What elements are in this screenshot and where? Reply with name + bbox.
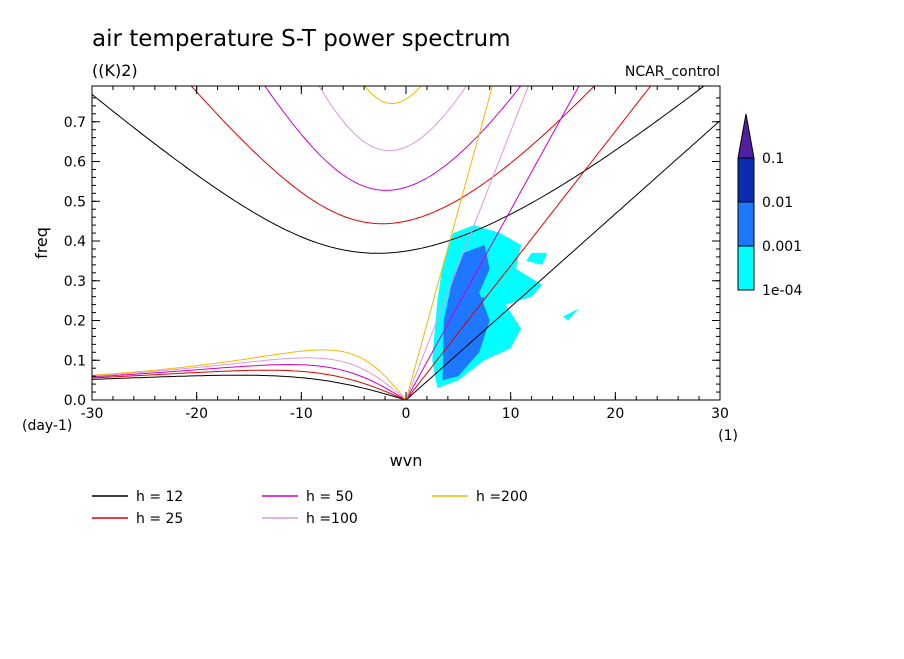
x-tick-label: -20 <box>185 406 208 422</box>
y-tick-label: 0.0 <box>64 393 86 409</box>
rossby-wave-h25 <box>92 369 407 400</box>
x-tick-label: -10 <box>290 406 313 422</box>
rossby-wave-h100 <box>92 357 407 400</box>
dispersion-curves <box>92 86 720 400</box>
y-unit-label: (day-1) <box>22 418 72 434</box>
x-axis-label: wvn <box>390 451 423 470</box>
kelvin-wave-h50 <box>405 86 580 400</box>
colorbar: 0.1 0.01 0.001 1e-04 <box>737 113 802 299</box>
inertia-gravity-h50 <box>264 86 522 191</box>
shaded-region-3 <box>442 245 490 381</box>
x-tick-label: -30 <box>81 406 104 422</box>
kelvin-wave-h25 <box>405 86 652 400</box>
legend: h = 12 h = 25 h = 50 h =100 h =200 <box>92 489 528 527</box>
x-unit-label: (1) <box>718 428 738 444</box>
y-tick-label: 0.4 <box>64 234 86 250</box>
axis-ticks: -30 -20 -10 0 10 20 30 0.0 0.1 0.2 0.3 0.4 0.5 0.6 0.7 <box>64 86 729 422</box>
y-tick-label: 0.5 <box>64 194 86 210</box>
x-tick-label: 30 <box>711 406 729 422</box>
colorbar-label: 1e-04 <box>762 283 802 299</box>
legend-label: h =200 <box>476 489 528 505</box>
power-shading <box>432 225 579 389</box>
chart-title: air temperature S-T power spectrum <box>92 26 511 52</box>
shaded-region-1 <box>563 308 579 321</box>
source-label: NCAR_control <box>625 64 720 80</box>
colorbar-label: 0.001 <box>762 239 802 255</box>
y-tick-label: 0.1 <box>64 353 86 369</box>
colorbar-box <box>737 157 755 203</box>
legend-label: h = 12 <box>136 489 183 505</box>
rossby-wave-h12 <box>92 374 407 400</box>
x-tick-label: 0 <box>402 406 411 422</box>
legend-label: h = 25 <box>136 511 183 527</box>
colorbar-label: 0.1 <box>762 151 784 167</box>
chart-subtitle: ((K)2) <box>92 61 138 80</box>
shaded-region-2 <box>526 252 548 265</box>
x-tick-label: 20 <box>606 406 624 422</box>
x-tick-label: 10 <box>502 406 520 422</box>
kelvin-wave-h12 <box>405 120 720 400</box>
shaded-region-4 <box>463 296 485 313</box>
rossby-wave-h200 <box>92 349 407 400</box>
colorbar-label: 0.01 <box>762 195 793 211</box>
y-axis-label: freq <box>32 227 51 259</box>
colorbar-box <box>737 201 755 247</box>
y-tick-label: 0.6 <box>64 155 86 171</box>
inertia-gravity-h200 <box>364 86 422 105</box>
y-tick-label: 0.3 <box>64 274 86 290</box>
inertia-gravity-h100 <box>318 86 468 152</box>
colorbar-box <box>737 245 755 291</box>
y-tick-label: 0.7 <box>64 115 86 131</box>
kelvin-wave-h200 <box>405 86 493 400</box>
kelvin-wave-h100 <box>405 86 529 400</box>
rossby-wave-h50 <box>92 363 407 400</box>
legend-label: h =100 <box>306 511 358 527</box>
inertia-gravity-h12 <box>92 86 705 254</box>
legend-label: h = 50 <box>306 489 353 505</box>
y-tick-label: 0.2 <box>64 314 86 330</box>
